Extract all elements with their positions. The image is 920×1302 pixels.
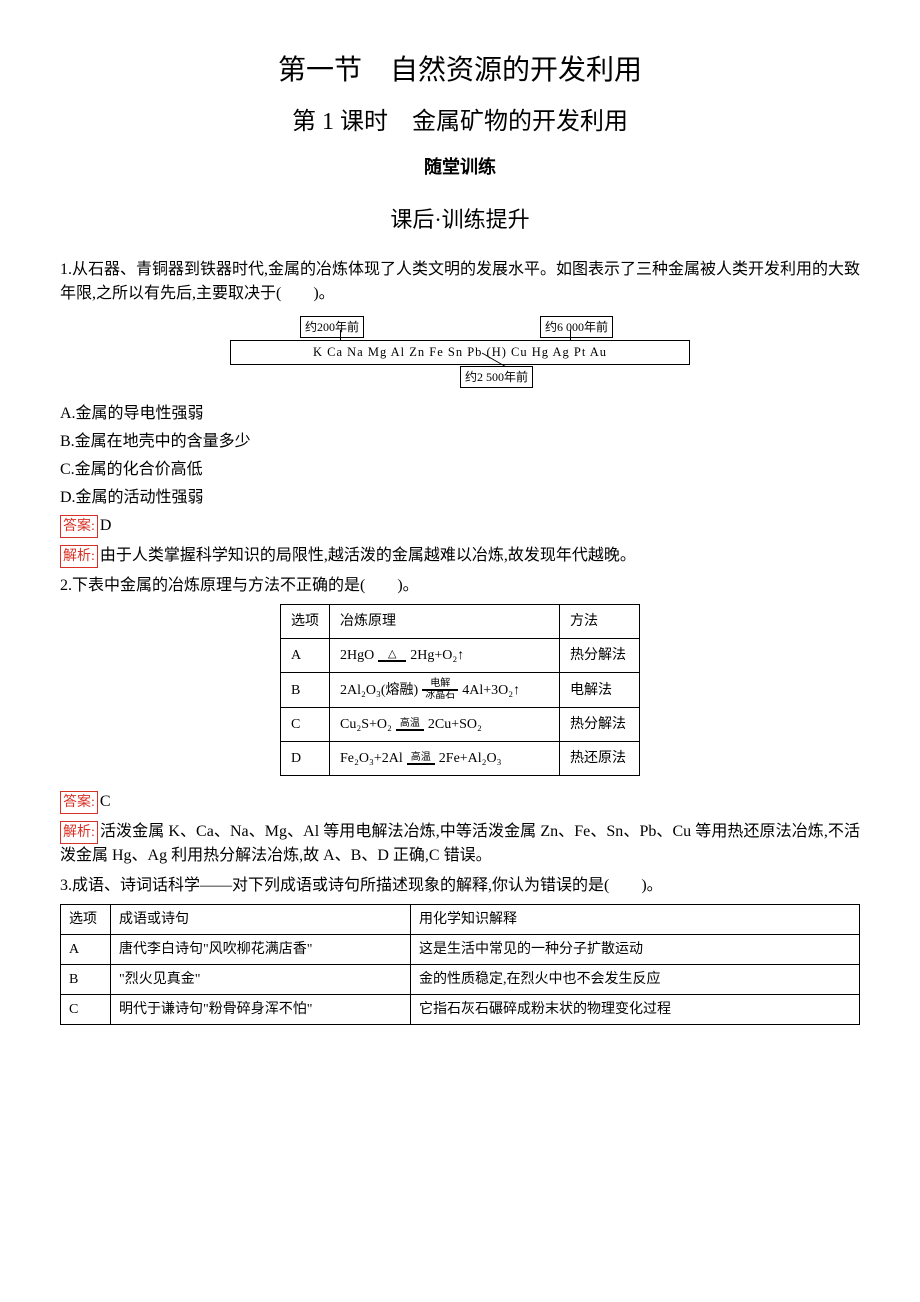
q3-b-idiom: "烈火见真金" <box>111 965 411 995</box>
rx-left: Cu₂S+O₂ <box>340 714 392 735</box>
table-row: B 2Al₂O₃(熔融) 电解 冰晶石 4Al+3O₂↑ 电解法 <box>281 673 640 708</box>
q2-c-reaction: Cu₂S+O₂ 高温 2Cu+SO₂ <box>330 708 560 742</box>
q3-th-explain: 用化学知识解释 <box>411 905 860 935</box>
q1-diagram: 约200年前 约6 000年前 K Ca Na Mg Al Zn Fe Sn P… <box>60 316 860 388</box>
table-row: C Cu₂S+O₂ 高温 2Cu+SO₂ 热分解法 <box>281 708 640 742</box>
q2-d-reaction: Fe₂O₃+2Al 高温 2Fe+Al₂O₃ <box>330 742 560 776</box>
subtitle: 随堂训练 <box>60 154 860 181</box>
diagram-line <box>340 330 341 340</box>
q2-a-method: 热分解法 <box>560 639 640 673</box>
q1-option-b: B.金属在地壳中的含量多少 <box>60 430 860 454</box>
q2-th-method: 方法 <box>560 605 640 639</box>
q3-th-idiom: 成语或诗句 <box>111 905 411 935</box>
rx-left: Fe₂O₃+2Al <box>340 748 403 769</box>
q3-th-opt: 选项 <box>61 905 111 935</box>
table-row: 选项 冶炼原理 方法 <box>281 605 640 639</box>
q2-a-opt: A <box>281 639 330 673</box>
table-row: C 明代于谦诗句"粉骨碎身浑不怕" 它指石灰石碾碎成粉末状的物理变化过程 <box>61 995 860 1025</box>
q2-d-opt: D <box>281 742 330 776</box>
lesson-title: 第 1 课时 金属矿物的开发利用 <box>60 104 860 140</box>
table-row: D Fe₂O₃+2Al 高温 2Fe+Al₂O₃ 热还原法 <box>281 742 640 776</box>
diagram-sequence: K Ca Na Mg Al Zn Fe Sn Pb (H) Cu Hg Ag P… <box>230 340 690 365</box>
rx-right: 2Hg+O₂↑ <box>410 645 464 666</box>
rx-left: 2HgO <box>340 645 374 666</box>
rx-right: 2Cu+SO₂ <box>428 714 482 735</box>
q2-th-principle: 冶炼原理 <box>330 605 560 639</box>
q1-option-a: A.金属的导电性强弱 <box>60 402 860 426</box>
q3-a-idiom: 唐代李白诗句"风吹柳花满店香" <box>111 935 411 965</box>
reaction-arrow-icon: 高温 <box>407 753 435 765</box>
q2-explain: 活泼金属 K、Ca、Na、Mg、Al 等用电解法冶炼,中等活泼金属 Zn、Fe、… <box>60 823 860 864</box>
explain-label: 解析: <box>60 545 98 568</box>
q2-c-method: 热分解法 <box>560 708 640 742</box>
q2-a-reaction: 2HgO △ 2Hg+O₂↑ <box>330 639 560 673</box>
q3-c-idiom: 明代于谦诗句"粉骨碎身浑不怕" <box>111 995 411 1025</box>
q1-option-c: C.金属的化合价高低 <box>60 458 860 482</box>
q3-c-explain: 它指石灰石碾碎成粉末状的物理变化过程 <box>411 995 860 1025</box>
q2-b-reaction: 2Al₂O₃(熔融) 电解 冰晶石 4Al+3O₂↑ <box>330 673 560 708</box>
q2-table: 选项 冶炼原理 方法 A 2HgO △ 2Hg+O₂↑ 热分解法 B 2Al₂O… <box>280 604 640 776</box>
table-row: 选项 成语或诗句 用化学知识解释 <box>61 905 860 935</box>
q2-stem: 2.下表中金属的冶炼原理与方法不正确的是( )。 <box>60 574 860 598</box>
q2-answer: C <box>100 793 111 810</box>
q1-answer-row: 答案:D <box>60 514 860 538</box>
q1-stem: 1.从石器、青铜器到铁器时代,金属的冶炼体现了人类文明的发展水平。如图表示了三种… <box>60 258 860 306</box>
answer-label: 答案: <box>60 791 98 814</box>
q2-b-opt: B <box>281 673 330 708</box>
rx-right: 4Al+3O₂↑ <box>462 680 520 701</box>
q2-c-opt: C <box>281 708 330 742</box>
diagram-label-left: 约200年前 <box>300 316 364 338</box>
rx-cond-bottom: 冰晶石 <box>425 691 455 701</box>
q2-answer-row: 答案:C <box>60 790 860 814</box>
q1-answer: D <box>100 517 112 534</box>
table-row: B "烈火见真金" 金的性质稳定,在烈火中也不会发生反应 <box>61 965 860 995</box>
explain-label: 解析: <box>60 821 98 844</box>
rx-left: 2Al₂O₃(熔融) <box>340 680 418 701</box>
q3-b-explain: 金的性质稳定,在烈火中也不会发生反应 <box>411 965 860 995</box>
q3-c-opt: C <box>61 995 111 1025</box>
q3-stem: 3.成语、诗词话科学——对下列成语或诗句所描述现象的解释,你认为错误的是( )。 <box>60 874 860 898</box>
reaction-arrow-icon: 高温 <box>396 719 424 731</box>
table-row: A 2HgO △ 2Hg+O₂↑ 热分解法 <box>281 639 640 673</box>
table-row: A 唐代李白诗句"风吹柳花满店香" 这是生活中常见的一种分子扩散运动 <box>61 935 860 965</box>
diagram-label-right: 约6 000年前 <box>540 316 613 338</box>
q2-explain-row: 解析:活泼金属 K、Ca、Na、Mg、Al 等用电解法冶炼,中等活泼金属 Zn、… <box>60 820 860 868</box>
q3-a-opt: A <box>61 935 111 965</box>
q2-th-opt: 选项 <box>281 605 330 639</box>
reaction-arrow-icon: 电解 冰晶石 <box>422 679 458 701</box>
q1-option-d: D.金属的活动性强弱 <box>60 486 860 510</box>
answer-label: 答案: <box>60 515 98 538</box>
q2-b-method: 电解法 <box>560 673 640 708</box>
q1-explain: 由于人类掌握科学知识的局限性,越活泼的金属越难以冶炼,故发现年代越晚。 <box>100 547 636 564</box>
rx-cond: 高温 <box>400 719 420 729</box>
section-title: 第一节 自然资源的开发利用 <box>60 50 860 92</box>
reaction-arrow-icon: △ <box>378 649 406 662</box>
q3-a-explain: 这是生活中常见的一种分子扩散运动 <box>411 935 860 965</box>
diagram-label-bottom: 约2 500年前 <box>460 366 533 388</box>
q3-b-opt: B <box>61 965 111 995</box>
rx-cond-top: 电解 <box>430 679 450 689</box>
section-header: 课后·训练提升 <box>60 203 860 236</box>
q2-d-method: 热还原法 <box>560 742 640 776</box>
q3-table: 选项 成语或诗句 用化学知识解释 A 唐代李白诗句"风吹柳花满店香" 这是生活中… <box>60 904 860 1025</box>
diagram-line <box>570 330 571 340</box>
rx-cond: 高温 <box>411 753 431 763</box>
q1-explain-row: 解析:由于人类掌握科学知识的局限性,越活泼的金属越难以冶炼,故发现年代越晚。 <box>60 544 860 568</box>
rx-cond: △ <box>388 649 396 660</box>
rx-right: 2Fe+Al₂O₃ <box>439 748 502 769</box>
